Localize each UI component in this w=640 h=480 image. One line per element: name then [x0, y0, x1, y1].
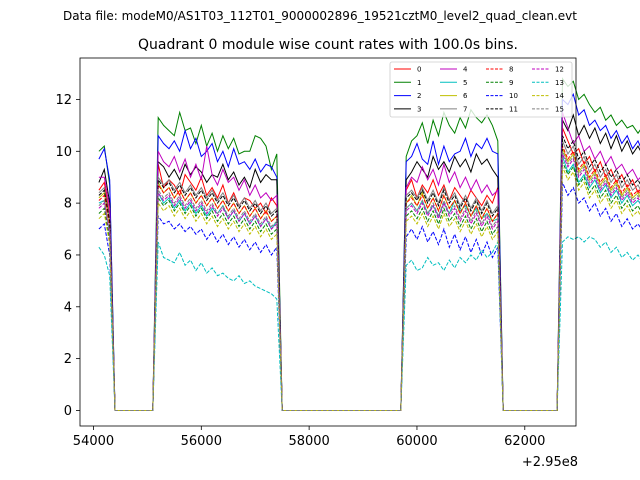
legend-label-11: 11: [509, 105, 518, 113]
y-tick-label: 12: [55, 93, 72, 108]
legend-label-7: 7: [463, 105, 467, 113]
chart-suptitle: Data file: modeM0/AS1T03_112T01_90000028…: [63, 9, 577, 23]
y-tick-label: 10: [55, 145, 72, 160]
series-line-11: [98, 135, 640, 411]
x-tick-label: 54000: [73, 434, 114, 449]
legend-label-9: 9: [509, 79, 513, 87]
y-tick-label: 6: [64, 248, 72, 263]
y-tick-label: 8: [64, 197, 72, 212]
y-tick-label: 2: [64, 352, 72, 367]
y-tick-label: 4: [64, 300, 72, 315]
legend-label-6: 6: [463, 92, 468, 100]
x-tick-label: 58000: [288, 434, 329, 449]
plot-area: [80, 58, 576, 426]
legend-label-14: 14: [555, 92, 564, 100]
x-offset-label: +2.95e8: [522, 455, 578, 470]
series-line-15: [98, 151, 640, 411]
legend-label-4: 4: [463, 66, 468, 74]
legend-label-3: 3: [417, 105, 421, 113]
axis-layer: 54000 56000 58000 60000 62000 0 2 4 6 8 10 12: [55, 93, 545, 449]
plot-frame: [79, 57, 577, 427]
y-tick-label: 0: [64, 404, 72, 419]
legend-label-5: 5: [463, 79, 467, 87]
legend-label-2: 2: [417, 92, 421, 100]
legend-label-8: 8: [509, 66, 513, 74]
x-tick-label: 62000: [504, 434, 545, 449]
series-line-9: [98, 161, 640, 411]
legend-label-10: 10: [509, 92, 518, 100]
legend-label-0: 0: [417, 66, 421, 74]
series-line-14: [98, 166, 640, 411]
legend-label-1: 1: [417, 79, 421, 87]
legend-label-13: 13: [555, 79, 564, 87]
series-layer: [98, 77, 640, 411]
legend-box: [389, 61, 573, 118]
x-tick-label: 56000: [181, 434, 222, 449]
x-tick-label: 60000: [396, 434, 437, 449]
legend-label-12: 12: [555, 66, 564, 74]
legend-label-15: 15: [555, 105, 564, 113]
chart-title: Quadrant 0 module wise count rates with …: [138, 37, 518, 53]
